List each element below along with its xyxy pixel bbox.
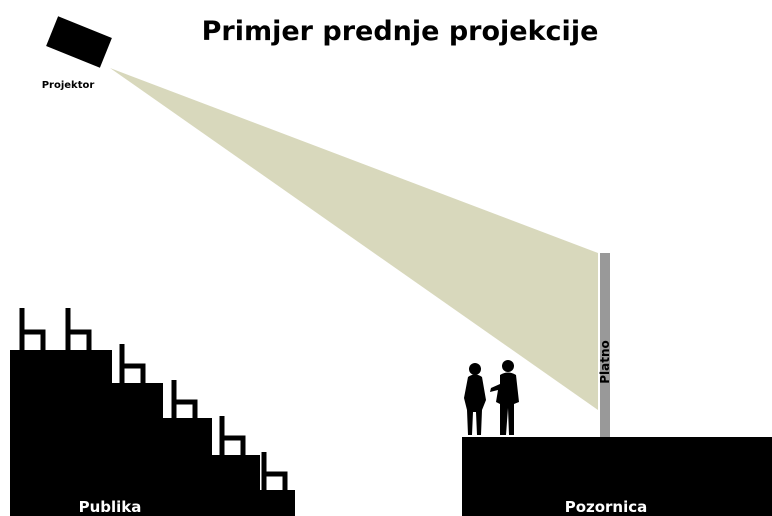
audience-label: Publika — [79, 498, 142, 516]
stage-label: Pozornica — [565, 498, 648, 516]
projector-label: Projektor — [42, 80, 95, 91]
projector — [46, 16, 112, 67]
audience-seating — [10, 350, 295, 516]
light-beam — [110, 68, 598, 410]
diagram: Primjer prednje projekcije Projektor Pla… — [0, 0, 772, 516]
people — [464, 360, 519, 435]
screen-label: Platno — [598, 340, 612, 384]
title: Primjer prednje projekcije — [202, 16, 599, 47]
